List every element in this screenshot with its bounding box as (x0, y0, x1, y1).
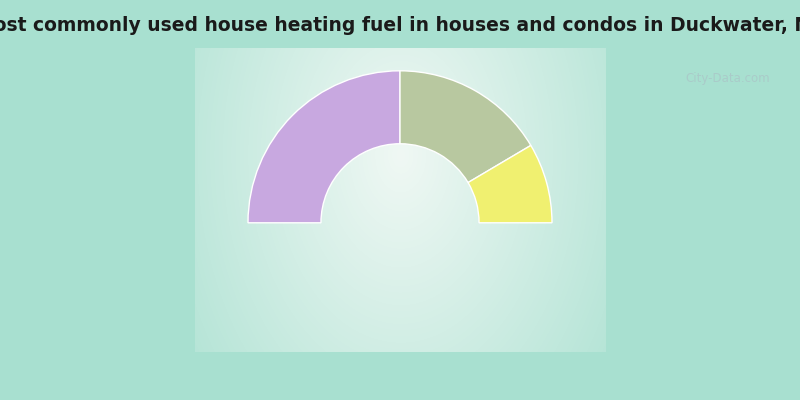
Wedge shape (248, 71, 400, 223)
Wedge shape (400, 71, 531, 182)
Text: Most commonly used house heating fuel in houses and condos in Duckwater, NV: Most commonly used house heating fuel in… (0, 16, 800, 35)
Wedge shape (468, 146, 552, 223)
Text: City-Data.com: City-Data.com (686, 72, 770, 85)
